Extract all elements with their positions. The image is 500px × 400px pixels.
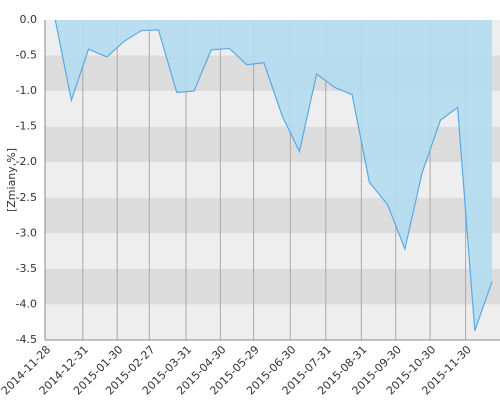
background-band: [45, 304, 500, 340]
area-fill: [55, 20, 492, 331]
background-band: [45, 268, 500, 305]
y-tick-label: -4.5: [16, 333, 37, 346]
background-band: [45, 233, 500, 269]
y-tick-label: -2.5: [16, 191, 37, 204]
y-tick-label: 0.0: [20, 13, 38, 26]
y-tick-label: -2.0: [16, 155, 37, 168]
y-tick-label: -3.0: [16, 226, 37, 239]
y-tick-label: -4.0: [16, 297, 37, 310]
y-tick-label: -1.5: [16, 120, 37, 133]
line: [54, 19, 493, 331]
background-band: [45, 197, 500, 234]
background-band: [45, 162, 500, 198]
y-axis-label: [Zmiany,%]: [5, 148, 18, 212]
y-tick-label: -1.0: [16, 84, 37, 97]
y-tick-label: -0.5: [16, 49, 37, 62]
y-tick-label: -3.5: [16, 262, 37, 275]
